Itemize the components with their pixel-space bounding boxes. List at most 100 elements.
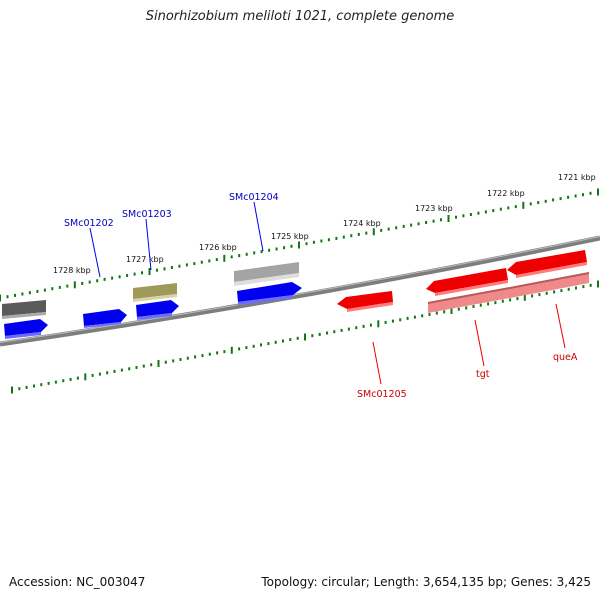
lower-scale-tick bbox=[560, 289, 563, 293]
upper-scale-tick bbox=[245, 252, 248, 256]
gene-block-gray-dark[interactable] bbox=[2, 300, 46, 319]
upper-scale-tick bbox=[357, 232, 360, 236]
upper-scale-tick bbox=[118, 275, 121, 279]
leader-smc01203 bbox=[145, 218, 152, 271]
upper-scale-tick bbox=[148, 268, 151, 275]
scale-label-1726: 1726 kbp bbox=[199, 243, 237, 252]
upper-scale-tick bbox=[0, 294, 1, 302]
lower-scale-tick bbox=[575, 286, 577, 290]
lower-scale-tick bbox=[260, 343, 262, 347]
upper-scale-tick bbox=[215, 258, 218, 262]
gene-arrow-left-edge[interactable] bbox=[4, 319, 48, 339]
upper-scale-tick bbox=[335, 236, 338, 240]
gene-label-smc01204[interactable]: SMc01204 bbox=[229, 192, 279, 203]
upper-scale-tick bbox=[372, 228, 375, 236]
leader-smc01202 bbox=[89, 227, 101, 278]
lower-scale-tick bbox=[230, 346, 233, 354]
lower-scale-tick bbox=[406, 316, 409, 320]
upper-scale-tick bbox=[552, 198, 555, 202]
scale-label-1722: 1722 kbp bbox=[487, 189, 525, 198]
lower-scale-tick bbox=[223, 350, 226, 354]
upper-scale-tick bbox=[156, 268, 158, 272]
upper-scale-tick bbox=[499, 207, 502, 211]
lower-scale-tick bbox=[91, 373, 94, 377]
lower-scale-tick bbox=[326, 331, 328, 335]
lower-scale-tick bbox=[120, 368, 123, 372]
lower-scale-tick bbox=[289, 338, 292, 342]
lower-scale-tick bbox=[76, 376, 79, 380]
lower-scale-tick bbox=[194, 355, 197, 359]
upper-scale-tick bbox=[492, 209, 495, 213]
lower-scale-tick bbox=[399, 318, 402, 322]
upper-scale-tick bbox=[43, 288, 46, 292]
upper-scale-tick bbox=[283, 246, 286, 250]
upper-scale-ticks bbox=[0, 188, 599, 302]
lower-scale-tick bbox=[40, 383, 43, 387]
genome-title: Sinorhizobium meliloti 1021, complete ge… bbox=[145, 9, 455, 24]
upper-scale-tick bbox=[268, 248, 271, 252]
gene-arrow-smc01203[interactable] bbox=[136, 300, 179, 320]
gene-arrow-quea[interactable] bbox=[507, 250, 589, 298]
gene-label-smc01202[interactable]: SMc01202 bbox=[64, 218, 114, 229]
upper-scale-tick bbox=[432, 219, 435, 223]
lower-scale-tick bbox=[186, 356, 189, 360]
lower-scale-tick bbox=[304, 333, 306, 341]
lower-scale-tick bbox=[84, 373, 87, 381]
gene-arrow-smc01205[interactable] bbox=[337, 291, 393, 312]
lower-scale-tick bbox=[252, 344, 255, 348]
lower-scale-tick bbox=[472, 305, 475, 308]
lower-scale-tick bbox=[267, 342, 270, 346]
upper-scale-tick bbox=[425, 221, 428, 224]
lower-scale-tick bbox=[428, 313, 431, 316]
gene-label-smc01203[interactable]: SMc01203 bbox=[122, 209, 172, 220]
upper-scale-tick bbox=[200, 260, 203, 264]
gene-arrow-smc01202[interactable] bbox=[83, 309, 127, 328]
lower-scale-ticks bbox=[11, 280, 599, 394]
lower-scale-tick bbox=[531, 294, 534, 298]
upper-scale-tick bbox=[350, 234, 353, 238]
lower-scale-tick bbox=[245, 346, 248, 350]
lower-scale-tick bbox=[567, 287, 570, 291]
lower-scale-tick bbox=[157, 360, 160, 367]
lower-scale-tick bbox=[545, 291, 548, 295]
lower-scale-tick bbox=[142, 364, 145, 368]
lower-scale-tick bbox=[421, 314, 424, 318]
upper-scale-tick bbox=[208, 259, 211, 263]
gene-label-quea[interactable]: queA bbox=[553, 352, 578, 363]
lower-scale-tick bbox=[318, 332, 321, 336]
upper-scale-tick bbox=[342, 235, 345, 239]
upper-scale-tick bbox=[133, 272, 136, 276]
gene-arrow-smc01204[interactable] bbox=[237, 282, 302, 305]
scale-label-1721: 1721 kbp bbox=[558, 173, 596, 182]
lower-scale-tick bbox=[362, 324, 365, 328]
gene-arrow-tgt[interactable] bbox=[426, 268, 510, 313]
lower-scale-tick bbox=[384, 320, 387, 324]
upper-scale-tick bbox=[28, 291, 31, 295]
upper-scale-tick bbox=[223, 254, 226, 262]
lower-scale-tick bbox=[179, 358, 182, 361]
upper-scale-tick bbox=[589, 191, 592, 195]
gene-label-smc01205[interactable]: SMc01205 bbox=[357, 389, 407, 400]
lower-scale-tick bbox=[18, 387, 21, 391]
upper-scale-tick bbox=[522, 201, 525, 209]
gene-block-gray-light[interactable] bbox=[234, 262, 299, 286]
upper-scale-tick bbox=[170, 266, 173, 269]
scale-label-1727: 1727 kbp bbox=[126, 255, 164, 264]
upper-scale-tick bbox=[484, 210, 487, 214]
gene-label-tgt[interactable]: tgt bbox=[476, 369, 490, 380]
upper-scale-tick bbox=[238, 254, 241, 258]
upper-scale-tick bbox=[141, 271, 143, 275]
upper-scale-tick bbox=[597, 188, 599, 196]
lower-scale-tick bbox=[553, 290, 556, 294]
accession-text: Accession: NC_003047 bbox=[9, 575, 146, 589]
upper-scale-tick bbox=[230, 255, 233, 259]
upper-scale-tick bbox=[417, 222, 420, 226]
scale-label-1728: 1728 kbp bbox=[53, 266, 91, 275]
upper-scale-tick bbox=[178, 264, 181, 268]
upper-scale-tick bbox=[58, 285, 61, 289]
upper-scale-tick bbox=[574, 194, 577, 198]
gene-block-rna[interactable] bbox=[133, 283, 177, 302]
lower-scale-tick bbox=[47, 381, 50, 385]
lower-scale-tick bbox=[106, 371, 109, 375]
